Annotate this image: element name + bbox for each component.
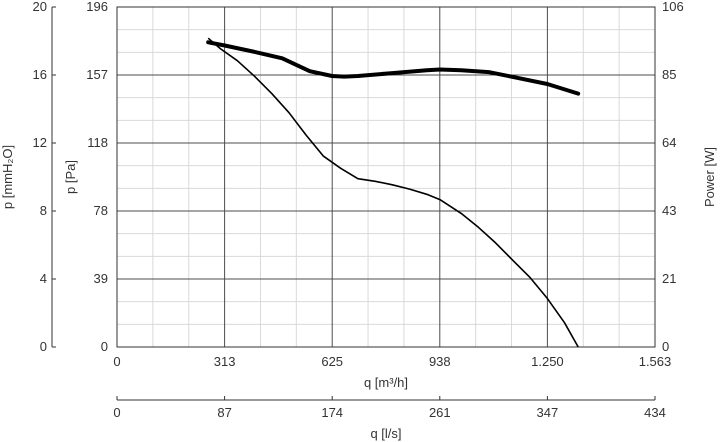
- left-outer-tick-label: 4: [40, 271, 47, 286]
- bottom-primary-tick-label: 938: [429, 354, 451, 369]
- left-inner-tick-label: 157: [86, 67, 108, 82]
- bottom-secondary-tick-label: 261: [429, 405, 451, 420]
- pressure-curve: [207, 37, 579, 348]
- right-tick-labels: 0 21 43 64 85 106: [662, 0, 684, 354]
- bottom-secondary-tick-labels: 0 87 174 261 347 434: [113, 396, 666, 420]
- bottom-secondary-tick-label: 87: [217, 405, 231, 420]
- bottom-secondary-tick-label: 174: [321, 405, 343, 420]
- bottom-secondary-tick-label: 434: [644, 405, 666, 420]
- right-axis-label: Power [W]: [702, 147, 717, 207]
- right-tick-label: 43: [662, 203, 676, 218]
- minor-grid: [117, 7, 655, 347]
- left-inner-tick-labels: 0 39 78 118 157 196: [86, 0, 108, 354]
- left-inner-axis-label: p [Pa]: [63, 160, 78, 194]
- right-tick-label: 106: [662, 0, 684, 14]
- power-curve: [206, 40, 581, 96]
- left-inner-tick-label: 118: [87, 135, 108, 150]
- left-outer-tick-label: 12: [33, 135, 47, 150]
- major-grid: [117, 7, 655, 347]
- left-inner-tick-label: 78: [94, 203, 108, 218]
- bottom-primary-tick-label: 625: [321, 354, 343, 369]
- left-outer-tick-labels: 0 4 8 12 16 20: [33, 0, 56, 354]
- bottom-primary-tick-labels: 0 313 625 938 1.250 1.563: [113, 354, 671, 369]
- bottom-primary-tick-label: 0: [113, 354, 120, 369]
- plot-frame: [116, 6, 656, 348]
- bottom-primary-tick-label: 313: [214, 354, 236, 369]
- right-tick-label: 64: [662, 135, 676, 150]
- bottom-primary-axis-label: q [m³/h]: [364, 375, 408, 390]
- bottom-secondary-tick-label: 0: [113, 405, 120, 420]
- left-outer-tick-label: 20: [33, 0, 47, 14]
- left-outer-tick-label: 16: [33, 67, 47, 82]
- left-inner-tick-label: 196: [86, 0, 108, 14]
- left-outer-tick-label: 8: [40, 203, 47, 218]
- left-outer-tick-label: 0: [40, 339, 47, 354]
- bottom-secondary-tick-label: 347: [537, 405, 559, 420]
- bottom-primary-tick-label: 1.250: [531, 354, 564, 369]
- left-outer-axis-label: p [mmH₂O]: [0, 145, 15, 209]
- left-inner-tick-label: 0: [101, 339, 108, 354]
- left-inner-tick-label: 39: [94, 271, 108, 286]
- bottom-primary-tick-label: 1.563: [639, 354, 672, 369]
- bottom-secondary-axis-label: q [l/s]: [370, 426, 401, 441]
- right-tick-label: 0: [662, 339, 669, 354]
- right-tick-label: 21: [662, 271, 676, 286]
- right-tick-label: 85: [662, 67, 676, 82]
